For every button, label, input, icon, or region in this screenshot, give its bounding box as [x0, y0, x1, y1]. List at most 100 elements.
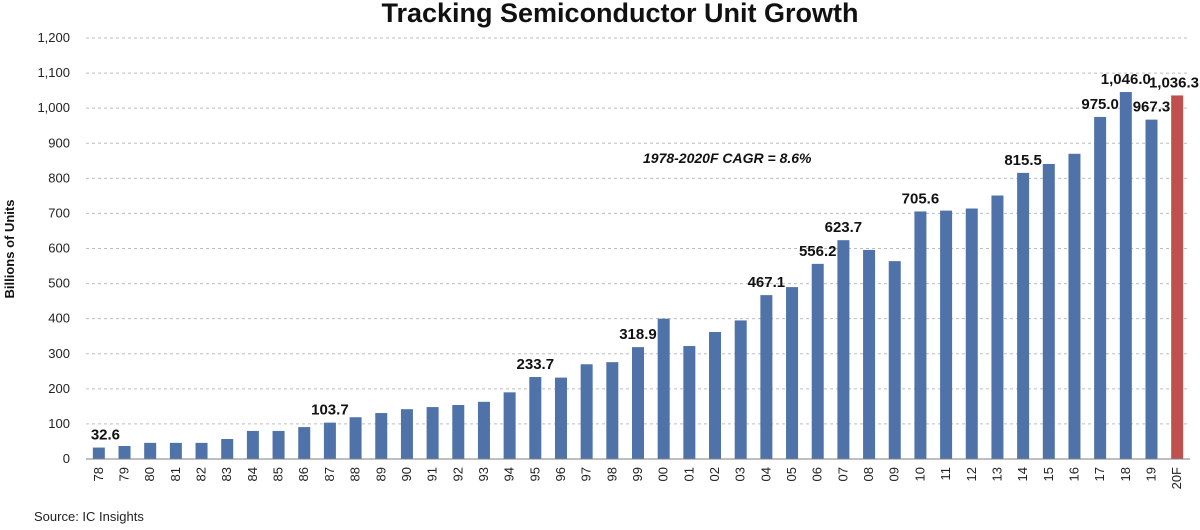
x-tick-label: 19 — [1143, 467, 1158, 481]
y-tick-label: 700 — [48, 205, 70, 220]
x-tick-label: 81 — [168, 467, 183, 481]
x-tick-label: 82 — [194, 467, 209, 481]
bar — [606, 362, 619, 459]
y-tick-label: 400 — [48, 311, 70, 326]
bar — [786, 287, 799, 459]
x-tick-label: 18 — [1118, 467, 1133, 481]
gridlines — [86, 37, 1190, 425]
x-tick-label: 04 — [758, 467, 773, 481]
x-tick-label: 98 — [604, 467, 619, 481]
bar — [991, 195, 1004, 459]
bar — [632, 347, 644, 459]
y-tick-label: 1,000 — [37, 100, 70, 115]
x-tick-label: 06 — [810, 467, 825, 481]
x-tick-label: 16 — [1066, 467, 1081, 481]
data-label: 815.5 — [1004, 152, 1042, 169]
y-axis: 0 100 200 300 400 500 600 700 800 900 1,000 1,100 1,… — [37, 30, 70, 466]
x-tick-label: 86 — [296, 467, 311, 481]
bar — [375, 413, 388, 459]
data-label: 467.1 — [748, 274, 786, 291]
bar — [1094, 116, 1107, 459]
bar — [272, 430, 285, 459]
bar — [657, 318, 670, 459]
x-tick-label: 90 — [399, 467, 414, 481]
bar — [1017, 172, 1030, 459]
x-tick-label: 12 — [964, 467, 979, 481]
bar-forecast — [1171, 95, 1184, 459]
x-tick-label: 08 — [861, 467, 876, 481]
data-label: 318.9 — [619, 326, 657, 343]
x-tick-label: 14 — [1015, 467, 1030, 481]
y-tick-label: 600 — [48, 241, 70, 256]
y-tick-label: 1,100 — [37, 65, 70, 80]
y-tick-label: 1,200 — [37, 30, 70, 45]
bar — [709, 331, 722, 459]
bar — [554, 377, 567, 459]
y-tick-label: 300 — [48, 346, 70, 361]
x-tick-label: 01 — [681, 467, 696, 481]
bar — [169, 442, 182, 459]
bar — [503, 392, 516, 459]
x-tick-label: 05 — [784, 467, 799, 481]
bar — [400, 409, 413, 459]
x-tick-label: 89 — [373, 467, 388, 481]
bar — [965, 208, 978, 459]
x-tick-label: 95 — [527, 467, 542, 481]
bar — [914, 211, 927, 459]
data-labels: 32.6 103.7 233.7 318.9 467.1 556.2 623.7 705.6 8… — [91, 71, 1199, 444]
bar — [1145, 119, 1158, 459]
x-tick-label: 20F — [1169, 467, 1184, 489]
bar — [940, 210, 953, 459]
y-tick-label: 500 — [48, 276, 70, 291]
x-tick-label: 93 — [476, 467, 491, 481]
x-tick-label: 97 — [579, 467, 594, 481]
y-tick-label: 800 — [48, 170, 70, 185]
x-tick-label: 17 — [1092, 467, 1107, 481]
x-tick-label: 03 — [733, 467, 748, 481]
bar — [1119, 92, 1132, 460]
data-label: 233.7 — [517, 356, 555, 373]
x-tick-label: 84 — [245, 467, 260, 481]
bar — [477, 401, 490, 459]
x-tick-label: 85 — [271, 467, 286, 481]
x-tick-label: 99 — [630, 467, 645, 481]
x-tick-label: 78 — [91, 467, 106, 481]
bar — [323, 422, 336, 459]
x-tick-label: 94 — [502, 467, 517, 481]
bar — [221, 439, 234, 459]
data-label: 103.7 — [311, 402, 349, 419]
bar — [760, 295, 773, 459]
bar — [246, 430, 259, 459]
x-axis: 78 79 80 81 82 83 84 85 86 87 88 89 90 91 92 93 94 95 96 97… — [86, 458, 1190, 489]
data-label: 975.0 — [1081, 96, 1119, 113]
bar — [529, 377, 542, 459]
y-tick-label: 100 — [48, 416, 70, 431]
x-tick-label: 92 — [450, 467, 465, 481]
x-tick-label: 83 — [219, 467, 234, 481]
data-label: 967.3 — [1133, 99, 1171, 116]
bar — [144, 442, 157, 459]
data-label: 32.6 — [91, 427, 120, 444]
bar — [195, 442, 208, 459]
data-label: 705.6 — [902, 190, 940, 207]
x-tick-label: 87 — [322, 467, 337, 481]
source-note: Source: IC Insights — [34, 509, 144, 524]
x-tick-label: 80 — [142, 467, 157, 481]
data-label: 1,046.0 — [1101, 71, 1151, 88]
bar — [452, 404, 465, 459]
bar — [837, 240, 850, 459]
bar — [349, 417, 362, 459]
y-tick-label: 0 — [63, 451, 70, 466]
data-label: 623.7 — [825, 219, 863, 236]
bar — [298, 427, 311, 459]
cagr-annotation: 1978-2020F CAGR = 8.6% — [643, 150, 812, 166]
x-tick-label: 09 — [887, 467, 902, 481]
x-tick-label: 91 — [425, 467, 440, 481]
bar — [863, 249, 876, 459]
x-tick-label: 13 — [989, 467, 1004, 481]
x-tick-label: 11 — [938, 467, 953, 481]
x-tick-label: 00 — [656, 467, 671, 481]
bar — [580, 364, 593, 459]
bar — [92, 447, 105, 459]
bar — [683, 346, 696, 459]
